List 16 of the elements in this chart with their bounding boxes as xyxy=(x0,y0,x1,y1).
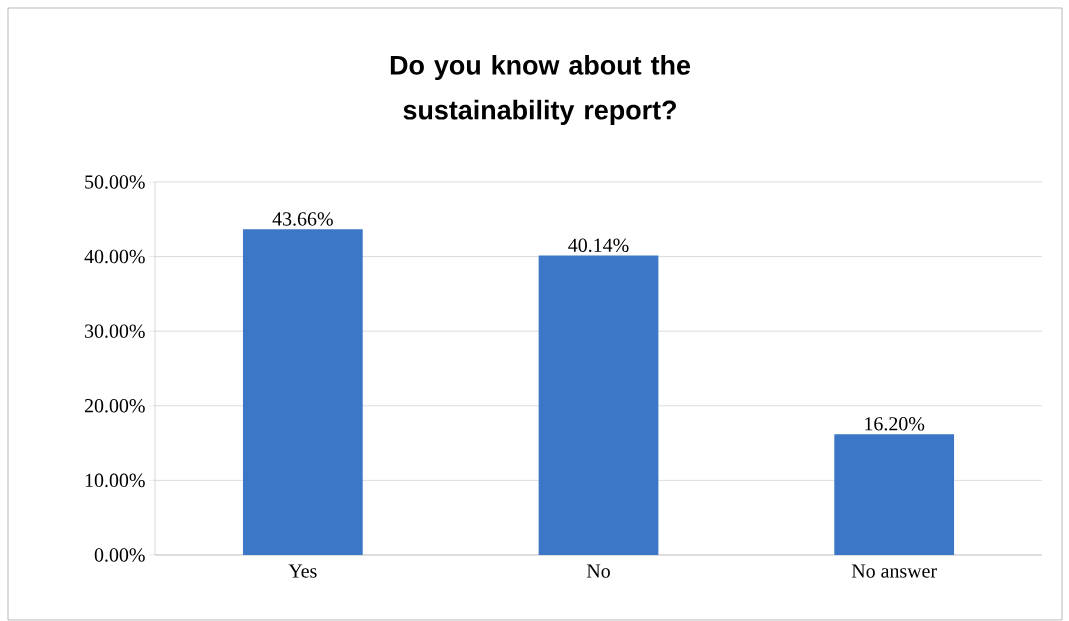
y-tick-label: 20.00% xyxy=(84,399,145,413)
y-tick-label: 50.00% xyxy=(85,175,145,189)
bar xyxy=(834,434,955,555)
data-label: 40.14% xyxy=(568,238,629,253)
x-tick-label: Yes xyxy=(288,564,317,578)
y-tick-label: 30.00% xyxy=(85,324,145,338)
chart-title: Do you know about the sustainability report? xyxy=(390,55,691,125)
data-label: 16.20% xyxy=(865,417,925,431)
bar xyxy=(242,229,363,555)
data-label: 43.66% xyxy=(272,212,333,226)
x-tick-label: No xyxy=(586,564,610,578)
x-tick-label: No answer xyxy=(851,564,937,578)
y-tick-label: 40.00% xyxy=(84,249,145,264)
bar xyxy=(538,255,659,555)
y-tick-label: 10.00% xyxy=(85,473,145,488)
y-tick-label: 0.00% xyxy=(94,548,145,562)
